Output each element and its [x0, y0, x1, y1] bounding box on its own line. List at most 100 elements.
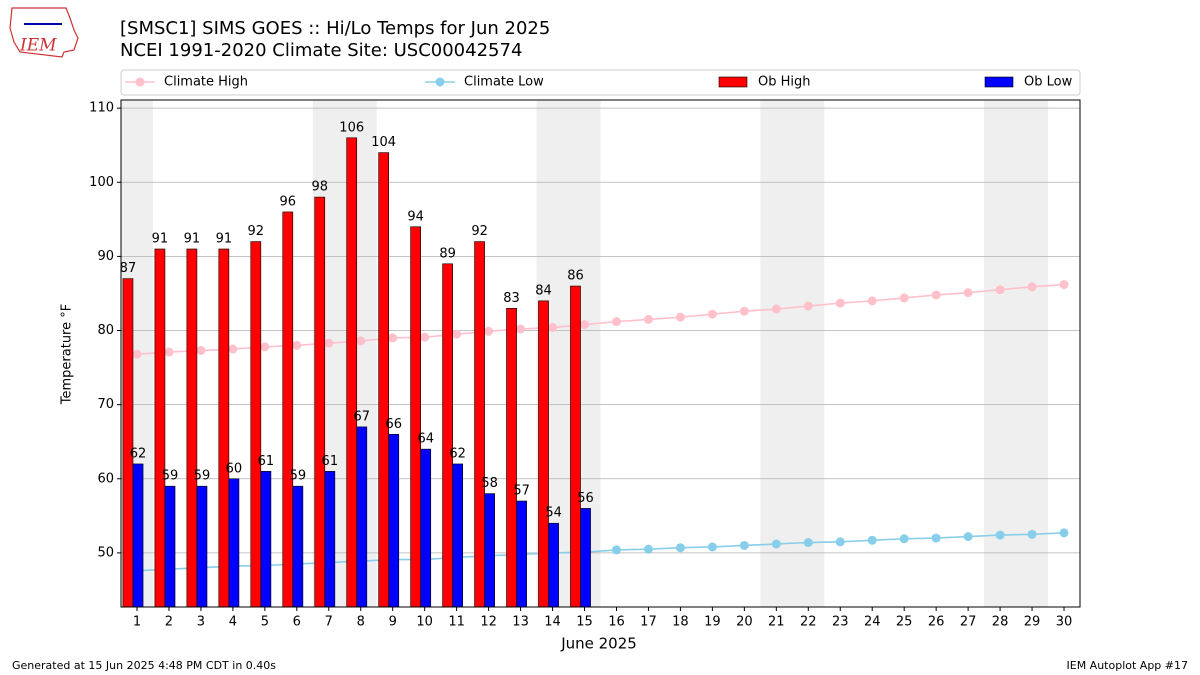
data-label: 56 — [577, 491, 594, 506]
point — [867, 535, 877, 545]
y-tick-label: 110 — [89, 101, 114, 116]
weekend-shade — [984, 100, 1049, 607]
bar — [250, 241, 262, 608]
chart-title: [SMSC1] SIMS GOES :: Hi/Lo Temps for Jun… — [120, 18, 550, 39]
data-label: 87 — [120, 261, 137, 276]
x-tick-label: 5 — [261, 615, 269, 630]
bar — [164, 485, 176, 608]
y-tick-label: 60 — [97, 471, 114, 486]
point — [963, 532, 973, 542]
bar — [506, 307, 517, 608]
data-label: 61 — [258, 454, 275, 469]
data-label: 83 — [503, 291, 520, 306]
data-label: 86 — [567, 269, 584, 284]
data-label: 62 — [449, 446, 466, 461]
x-tick-label: 18 — [672, 615, 689, 630]
point — [356, 336, 366, 346]
bar — [570, 285, 581, 608]
x-tick-label: 26 — [928, 615, 945, 630]
data-label: 60 — [226, 461, 243, 476]
data-label: 89 — [439, 246, 456, 261]
x-tick-label: 6 — [293, 615, 301, 630]
bar — [474, 241, 485, 608]
chart-subtitle: NCEI 1991-2020 Climate Site: USC00042574 — [120, 40, 522, 61]
point — [228, 344, 238, 354]
data-label: 54 — [545, 506, 562, 521]
legend-patch — [984, 76, 1014, 88]
data-label: 64 — [417, 432, 434, 447]
point — [260, 342, 270, 352]
point — [675, 312, 685, 322]
point — [707, 542, 717, 552]
point — [643, 544, 653, 554]
data-label: 59 — [162, 469, 179, 484]
bar — [410, 226, 421, 608]
data-label: 59 — [290, 469, 307, 484]
bar — [282, 211, 294, 608]
point — [899, 534, 909, 544]
data-label: 92 — [248, 224, 265, 239]
point — [867, 296, 877, 306]
bar — [196, 485, 208, 608]
bar — [346, 137, 358, 608]
point — [803, 538, 813, 548]
data-label: 91 — [184, 231, 201, 246]
logo-text: IEM — [19, 36, 57, 56]
point — [803, 301, 813, 311]
bar — [132, 463, 144, 608]
point — [611, 545, 621, 555]
point — [931, 290, 941, 300]
point — [771, 539, 781, 549]
x-tick-label: 7 — [325, 615, 333, 630]
x-tick-label: 19 — [704, 615, 721, 630]
point — [1059, 280, 1069, 290]
x-tick-label: 8 — [357, 615, 365, 630]
point — [580, 320, 590, 330]
point — [835, 298, 845, 308]
footer-left: Generated at 15 Jun 2025 4:48 PM CDT in … — [12, 659, 276, 672]
logo: IEM — [9, 7, 79, 58]
point — [675, 543, 685, 553]
data-label: 104 — [371, 135, 396, 150]
legend-patch — [718, 76, 748, 88]
point — [292, 340, 302, 350]
data-label: 66 — [385, 417, 402, 432]
y-tick-label: 100 — [89, 175, 114, 190]
x-tick-label: 21 — [768, 615, 785, 630]
y-axis-label: Temperature °F — [60, 304, 75, 405]
x-tick-label: 27 — [960, 615, 977, 630]
data-label: 91 — [152, 231, 169, 246]
data-label: 94 — [407, 209, 424, 224]
x-tick-label: 1 — [133, 615, 141, 630]
point — [452, 329, 462, 339]
point — [164, 347, 174, 357]
point — [548, 323, 558, 333]
x-tick-label: 16 — [608, 615, 625, 630]
point — [1059, 528, 1069, 538]
bar — [122, 278, 134, 608]
logo-outline — [9, 7, 79, 58]
x-tick-label: 22 — [800, 615, 817, 630]
bar — [292, 485, 304, 608]
x-tick-label: 4 — [229, 615, 237, 630]
x-tick-label: 12 — [480, 615, 497, 630]
x-tick-label: 28 — [992, 615, 1009, 630]
data-label: 106 — [339, 120, 364, 135]
point — [963, 288, 973, 298]
data-label: 67 — [354, 409, 371, 424]
x-tick-label: 13 — [512, 615, 529, 630]
data-label: 62 — [130, 446, 147, 461]
point — [995, 285, 1005, 295]
point — [1027, 282, 1037, 292]
data-label: 61 — [322, 454, 339, 469]
legend-label: Climate Low — [464, 75, 544, 90]
weekend-shade — [760, 100, 825, 607]
data-label: 84 — [535, 283, 552, 298]
point — [643, 314, 653, 324]
point — [931, 533, 941, 543]
x-tick-label: 15 — [576, 615, 593, 630]
point — [707, 309, 717, 319]
point — [995, 530, 1005, 540]
data-label: 91 — [216, 231, 233, 246]
